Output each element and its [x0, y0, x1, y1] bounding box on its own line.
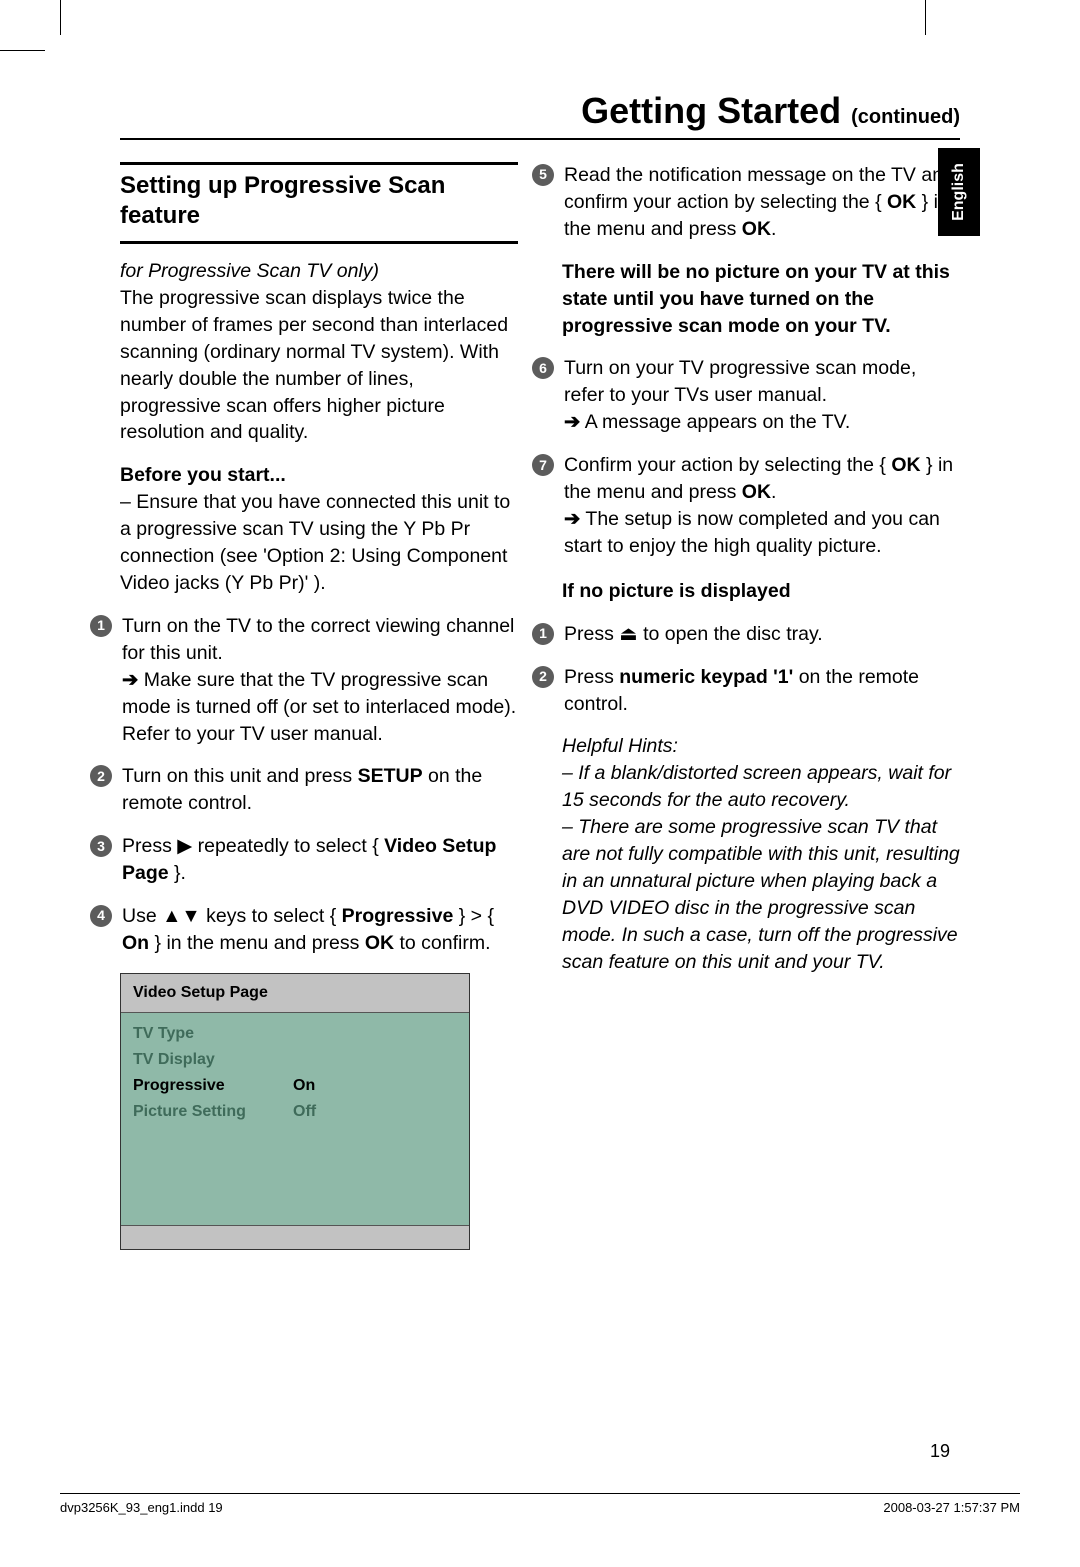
- right-column: 5 Read the notification message on the T…: [562, 162, 960, 1250]
- intro-body: The progressive scan displays twice the …: [120, 287, 508, 444]
- language-tab: English: [938, 148, 980, 236]
- menu-row-label: TV Display: [133, 1049, 293, 1071]
- page-header: Getting Started (continued): [120, 90, 960, 140]
- hint-2: – There are some progressive scan TV tha…: [562, 816, 960, 973]
- no-picture-title: If no picture is displayed: [562, 578, 960, 605]
- nopic-step-2: 2 Press numeric keypad '1' on the remote…: [532, 664, 960, 718]
- menu-header: Video Setup Page: [121, 974, 469, 1013]
- section-title: Setting up Progressive Scan feature: [120, 162, 518, 244]
- before-body: – Ensure that you have connected this un…: [120, 491, 510, 594]
- step-4-mid2: } > {: [453, 905, 494, 927]
- menu-row: TV Type: [133, 1021, 457, 1047]
- before-title: Before you start...: [120, 464, 286, 486]
- nopic-step-1: 1 Press ⏏ to open the disc tray.: [532, 621, 960, 648]
- step-1-text: Turn on the TV to the correct viewing ch…: [122, 615, 514, 664]
- step-5-b2: OK: [742, 218, 771, 240]
- arrow-icon: ➔: [564, 508, 580, 530]
- step-3-post: }.: [169, 862, 186, 884]
- step-2: 2 Turn on this unit and press SETUP on t…: [90, 763, 518, 817]
- menu-row: Picture SettingOff: [133, 1099, 457, 1125]
- step-badge-2: 2: [90, 765, 112, 787]
- step-badge-1: 1: [90, 615, 112, 637]
- warning-text: There will be no picture on your TV at t…: [562, 259, 960, 340]
- page-content: Getting Started (continued) English Sett…: [120, 90, 960, 1250]
- step-badge-6: 6: [532, 357, 554, 379]
- header-title: Getting Started: [581, 90, 841, 131]
- step-4-b3: OK: [365, 932, 394, 954]
- step-7-b1: OK: [891, 454, 920, 476]
- menu-row: TV Display: [133, 1047, 457, 1073]
- step-badge-5: 5: [532, 164, 554, 186]
- step-7-sub: The setup is now completed and you can s…: [564, 508, 940, 557]
- down-triangle-icon: ▼: [181, 905, 200, 927]
- step-badge-4: 4: [90, 905, 112, 927]
- step-badge-3: 3: [90, 835, 112, 857]
- hints-block: Helpful Hints: – If a blank/distorted sc…: [562, 733, 960, 975]
- menu-row-label: Progressive: [133, 1075, 293, 1097]
- step-6-text: Turn on your TV progressive scan mode, r…: [564, 357, 916, 406]
- footer: dvp3256K_93_eng1.indd 19 2008-03-27 1:57…: [60, 1493, 1020, 1515]
- step-5-end: .: [771, 218, 776, 240]
- language-label: English: [950, 163, 968, 221]
- np1-pre: Press: [564, 623, 619, 645]
- step-5-b1: OK: [887, 191, 916, 213]
- menu-row-label: Picture Setting: [133, 1101, 293, 1123]
- step-7-b2: OK: [742, 481, 771, 503]
- menu-row-label: TV Type: [133, 1023, 293, 1045]
- left-column: Setting up Progressive Scan feature for …: [120, 162, 518, 1250]
- right-triangle-icon: ▶: [177, 835, 192, 857]
- footer-right: 2008-03-27 1:57:37 PM: [883, 1500, 1020, 1515]
- before-paragraph: Before you start... – Ensure that you ha…: [120, 462, 518, 597]
- step-4-mid: keys to select {: [201, 905, 342, 927]
- intro-italic: for Progressive Scan TV only): [120, 260, 379, 282]
- step-4-b1: Progressive: [342, 905, 454, 927]
- up-triangle-icon: ▲: [162, 905, 181, 927]
- hint-1: – If a blank/distorted screen appears, w…: [562, 762, 951, 811]
- np2-b: numeric keypad '1': [619, 666, 793, 688]
- step-2-pre: Turn on this unit and press: [122, 765, 358, 787]
- step-badge-7: 7: [532, 454, 554, 476]
- step-4-pre: Use: [122, 905, 162, 927]
- menu-footer: [121, 1225, 469, 1249]
- np2-pre: Press: [564, 666, 619, 688]
- step-4: 4 Use ▲▼ keys to select { Progressive } …: [90, 903, 518, 957]
- arrow-icon: ➔: [122, 669, 138, 691]
- step-4-b2: On: [122, 932, 149, 954]
- menu-box: Video Setup Page TV TypeTV DisplayProgre…: [120, 973, 470, 1250]
- step-5: 5 Read the notification message on the T…: [532, 162, 960, 243]
- step-3: 3 Press ▶ repeatedly to select { Video S…: [90, 833, 518, 887]
- step-3-pre: Press: [122, 835, 177, 857]
- eject-icon: ⏏: [619, 623, 637, 645]
- step-7: 7 Confirm your action by selecting the {…: [532, 452, 960, 560]
- menu-body: TV TypeTV DisplayProgressiveOnPicture Se…: [121, 1013, 469, 1225]
- step-1: 1 Turn on the TV to the correct viewing …: [90, 613, 518, 748]
- step-4-end: to confirm.: [394, 932, 490, 954]
- step-3-mid: repeatedly to select {: [192, 835, 384, 857]
- step-2-b: SETUP: [358, 765, 423, 787]
- step-7-pre: Confirm your action by selecting the {: [564, 454, 891, 476]
- footer-left: dvp3256K_93_eng1.indd 19: [60, 1500, 223, 1515]
- step-7-end: .: [771, 481, 776, 503]
- menu-row-value: On: [293, 1075, 315, 1097]
- header-sub: (continued): [851, 106, 960, 128]
- arrow-icon: ➔: [564, 411, 580, 433]
- step-1-sub: Make sure that the TV progressive scan m…: [122, 669, 516, 745]
- menu-row: ProgressiveOn: [133, 1073, 457, 1099]
- step-6: 6 Turn on your TV progressive scan mode,…: [532, 355, 960, 436]
- step-4-post: } in the menu and press: [149, 932, 365, 954]
- hints-title: Helpful Hints:: [562, 735, 678, 757]
- np1-post: to open the disc tray.: [638, 623, 823, 645]
- page-number: 19: [930, 1441, 950, 1462]
- step-badge-np1: 1: [532, 623, 554, 645]
- step-badge-np2: 2: [532, 666, 554, 688]
- menu-row-value: Off: [293, 1101, 316, 1123]
- step-6-sub: A message appears on the TV.: [585, 411, 851, 433]
- intro-paragraph: for Progressive Scan TV only) The progre…: [120, 258, 518, 446]
